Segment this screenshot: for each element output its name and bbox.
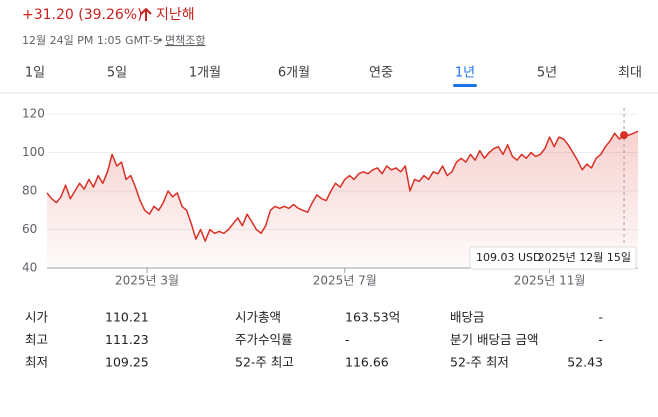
tab[interactable]: 1년 — [455, 66, 475, 81]
stat-value: 111.23 — [105, 332, 149, 347]
up-arrow — [140, 7, 152, 21]
tooltip-date: 2025년 12월 15일 — [538, 250, 631, 264]
period: 지난해 — [156, 7, 195, 23]
tooltip-box — [469, 246, 637, 270]
y-tick-label: 80 — [22, 184, 37, 198]
separator: • — [157, 34, 164, 47]
stat-value: 110.21 — [105, 310, 149, 325]
stat-value: 163.53억 — [345, 310, 400, 325]
tooltip-value: 109.03 USD — [476, 251, 542, 264]
price-change: +31.20 (39.26%) — [22, 7, 143, 23]
y-tick-label: 60 — [22, 222, 37, 236]
x-tick-label: 2025년 11월 — [514, 274, 586, 288]
stat-label: 최고 — [25, 332, 48, 347]
stat-value: 52.43 — [567, 355, 603, 370]
y-tick-label: 120 — [22, 107, 45, 121]
area-fill — [47, 131, 638, 268]
stat-label: 시가총액 — [235, 310, 281, 325]
tab[interactable]: 5년 — [537, 66, 557, 81]
x-tick-label: 2025년 7월 — [313, 274, 377, 288]
stat-value: - — [598, 310, 603, 325]
tab[interactable]: 연중 — [369, 66, 393, 81]
tabs: 1일 5일 1개월 6개월 연중 1년 5년 최대 — [25, 66, 642, 87]
stat-label: 52-주 최고 — [235, 355, 294, 370]
timestamp: 12월 24일 PM 1:05 GMT-5 — [22, 33, 160, 47]
tab[interactable]: 1일 — [25, 66, 45, 81]
stats-table: 시가 110.21 시가총액 163.53억 배당금 - 최고 111.23 주가수익률 - 분기 … — [25, 310, 603, 370]
tab[interactable]: 최대 — [618, 66, 642, 81]
tab[interactable]: 5일 — [107, 66, 127, 81]
stat-value: - — [598, 332, 603, 347]
x-tick-label: 2025년 3월 — [115, 274, 179, 288]
tab[interactable]: 6개월 — [278, 66, 310, 81]
disclaimer-link[interactable]: 면책조항 — [165, 34, 205, 47]
stat-value: - — [345, 332, 350, 347]
stat-label: 분기 배당금 금액 — [450, 332, 538, 347]
stat-label: 배당금 — [450, 310, 485, 325]
stat-value: 109.25 — [105, 355, 149, 370]
y-tick-label: 100 — [22, 145, 45, 159]
y-tick-label: 40 — [22, 261, 37, 275]
stat-label: 52-주 최저 — [450, 355, 509, 370]
tab[interactable]: 1개월 — [189, 66, 221, 81]
price-line — [46, 130, 639, 242]
stat-label: 최저 — [25, 355, 48, 370]
chart: 40 60 80 100 120 2025년 3월 2025년 7월 2025년 11월 109… — [22, 107, 639, 288]
stat-label: 시가 — [25, 310, 49, 325]
stat-value: 116.66 — [345, 355, 389, 370]
stat-label: 주가수익률 — [235, 332, 293, 347]
hover-point — [620, 131, 629, 140]
tab-indicator — [453, 84, 477, 87]
